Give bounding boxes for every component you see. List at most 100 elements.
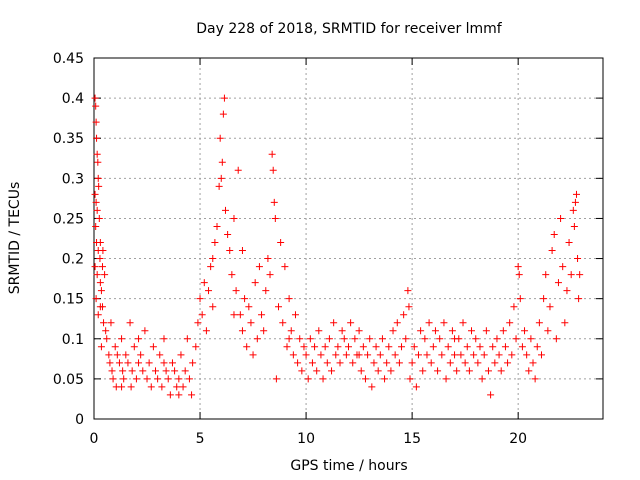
data-point	[561, 319, 569, 327]
data-point	[423, 351, 431, 359]
data-point	[569, 206, 577, 214]
data-point	[378, 335, 386, 343]
data-point	[94, 174, 102, 182]
data-point	[270, 198, 278, 206]
data-point	[306, 335, 314, 343]
data-point	[383, 359, 391, 367]
data-point	[185, 375, 193, 383]
data-point	[298, 367, 306, 375]
data-point	[111, 343, 119, 351]
data-point	[98, 263, 106, 271]
data-point	[281, 263, 289, 271]
data-point	[94, 158, 102, 166]
data-point	[211, 239, 219, 247]
y-tick-label: 0.2	[62, 252, 84, 268]
data-point	[118, 335, 126, 343]
data-point	[255, 263, 263, 271]
data-point	[550, 230, 558, 238]
data-point	[251, 279, 259, 287]
data-point	[419, 367, 427, 375]
data-point	[249, 351, 257, 359]
data-point	[217, 174, 225, 182]
x-tick-label: 10	[297, 431, 315, 447]
data-point	[478, 375, 486, 383]
data-point	[218, 158, 226, 166]
data-point	[381, 375, 389, 383]
data-point	[436, 335, 444, 343]
y-axis-label: SRMTID / TECUs	[7, 182, 23, 295]
data-point	[209, 255, 217, 263]
data-point	[470, 351, 478, 359]
data-point	[143, 375, 151, 383]
x-axis-label: GPS time / hours	[290, 458, 407, 474]
data-point	[448, 327, 456, 335]
data-point	[107, 319, 115, 327]
data-point	[480, 351, 488, 359]
data-point	[106, 359, 114, 367]
data-point	[412, 383, 420, 391]
data-point	[459, 319, 467, 327]
data-point	[491, 359, 499, 367]
data-point	[406, 375, 414, 383]
data-point	[93, 134, 101, 142]
data-point	[236, 311, 244, 319]
data-point	[96, 303, 104, 311]
data-point	[421, 335, 429, 343]
data-point	[92, 222, 100, 230]
data-point	[205, 287, 213, 295]
data-point	[565, 239, 573, 247]
data-point	[567, 271, 575, 279]
data-point	[91, 263, 99, 271]
data-point	[442, 375, 450, 383]
data-point	[127, 383, 135, 391]
data-point	[336, 359, 344, 367]
data-point	[552, 335, 560, 343]
data-point	[164, 375, 172, 383]
data-point	[425, 319, 433, 327]
data-point	[510, 303, 518, 311]
data-point	[364, 351, 372, 359]
data-point	[132, 375, 140, 383]
data-point	[93, 150, 101, 158]
data-point	[135, 335, 143, 343]
data-point	[97, 343, 105, 351]
data-point	[434, 367, 442, 375]
data-point	[370, 359, 378, 367]
data-point	[304, 375, 312, 383]
data-point	[554, 279, 562, 287]
data-point	[359, 343, 367, 351]
data-point	[209, 303, 217, 311]
axis-ticks: 0 0.05 0.1 0.15 0.2 0.25 0.3 0.35 0.4 0.45 0 5 10 15 2…	[53, 51, 603, 447]
data-point	[283, 343, 291, 351]
data-point	[544, 327, 552, 335]
data-point	[124, 359, 132, 367]
y-tick-label: 0.3	[62, 171, 84, 187]
data-point	[504, 359, 512, 367]
y-tick-label: 0.45	[53, 51, 84, 67]
data-point	[271, 214, 279, 222]
data-point	[234, 166, 242, 174]
data-point	[245, 303, 253, 311]
data-points	[91, 94, 584, 399]
data-point	[533, 343, 541, 351]
data-point	[328, 367, 336, 375]
data-point	[279, 319, 287, 327]
data-point	[238, 327, 246, 335]
data-point	[202, 327, 210, 335]
data-point	[247, 319, 255, 327]
data-point	[453, 367, 461, 375]
data-point	[194, 319, 202, 327]
data-point	[243, 343, 251, 351]
data-point	[531, 375, 539, 383]
y-tick-label: 0	[75, 412, 84, 428]
data-point	[152, 367, 160, 375]
data-point	[241, 295, 249, 303]
data-point	[474, 359, 482, 367]
data-point	[287, 327, 295, 335]
data-point	[402, 335, 410, 343]
data-point	[372, 343, 380, 351]
data-point	[521, 327, 529, 335]
data-point	[141, 327, 149, 335]
data-point	[291, 311, 299, 319]
y-tick-label: 0.05	[53, 372, 84, 388]
